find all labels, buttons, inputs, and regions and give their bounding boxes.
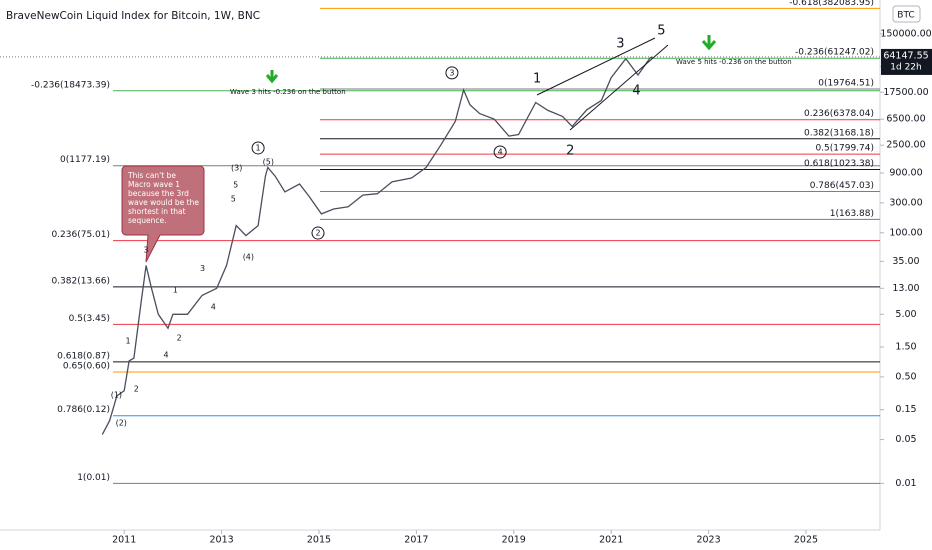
note: Wave 3 hits -0.236 on the button: [230, 88, 346, 96]
wave-label: 2: [134, 385, 139, 394]
chart-title: BraveNewCoin Liquid Index for Bitcoin, 1…: [6, 10, 260, 22]
top-layer: 123412345(1)(2)(3)(4)(5)123451234564147.…: [111, 23, 932, 427]
fib-label: 0.382(3168.18): [804, 128, 874, 138]
x-tick-label: 2015: [307, 535, 331, 546]
price-tag-label: 64147.55: [883, 50, 928, 61]
wave-label: 1: [173, 286, 178, 295]
wave-label: (5): [263, 157, 274, 166]
fib-label: -0.236(61247.02): [795, 48, 874, 58]
x-tick-label: 2011: [112, 535, 136, 546]
fib-label: 1(163.88): [830, 209, 874, 219]
wave-label: 3: [144, 246, 149, 255]
wave-label: (2): [116, 418, 127, 427]
y-tick-label: 17500.00: [883, 87, 928, 98]
x-tick-label: 2021: [599, 535, 623, 546]
wave-label: 2: [177, 333, 182, 342]
fib-label: 0.5(1799.74): [815, 144, 874, 154]
x-tick-label: 2013: [209, 535, 233, 546]
y-tick-label: 2500.00: [886, 140, 925, 151]
wave-label: 4: [164, 350, 169, 359]
wave-label: (4): [243, 253, 254, 262]
fib-label: -0.236(18473.39): [31, 80, 110, 90]
y-tick-label: 900.00: [889, 168, 922, 179]
wave-label: 5: [231, 194, 236, 203]
x-tick-label: 2019: [502, 535, 526, 546]
wave-label: 5: [657, 23, 665, 38]
wave-circle: [445, 66, 459, 80]
wave-circle: [311, 226, 325, 240]
wedge-line: [569, 44, 669, 131]
fib-label: 0.786(457.03): [810, 181, 874, 191]
x-tick-label: 2023: [696, 535, 720, 546]
y-tick-label: 150000.00: [880, 28, 931, 39]
y-tick-label: 35.00: [892, 256, 919, 267]
fib-label: 0(19764.51): [818, 78, 874, 88]
arrow-icon: [265, 70, 279, 84]
wave-label: (1): [111, 391, 122, 400]
fib-label: 0.236(6378.04): [804, 109, 874, 119]
wave-label: 5: [233, 180, 238, 189]
fib-label: 1(0.01): [77, 473, 110, 483]
note: Wave 5 hits -0.236 on the button: [676, 58, 792, 66]
fib-label: 0.382(13.66): [51, 276, 110, 286]
fib-layer: -0.236(18473.39) 0(1177.19) 0.236(75.01) 0.…: [0, 0, 880, 484]
x-tick-label: 2025: [794, 535, 818, 546]
callout-text: This can't be Macro wave 1 because the 3…: [128, 171, 199, 225]
wave-label: (3): [231, 163, 242, 172]
y-tick-label: 100.00: [889, 227, 922, 238]
wave-label: 3: [616, 36, 624, 51]
fib-label: 0.236(75.01): [51, 230, 110, 240]
price-tag: [881, 48, 932, 75]
y-tick-label: 0.50: [895, 371, 916, 382]
y-tick-label: 1.50: [895, 342, 916, 353]
wave-label: 4: [498, 147, 503, 156]
y-tick-label: 0.15: [895, 404, 916, 415]
wave-label: 3: [200, 264, 205, 273]
y-tick-label: 6500.00: [886, 114, 925, 125]
y-tick-label: 0.01: [895, 478, 916, 489]
x-tick-label: 2017: [404, 535, 428, 546]
y-tick-label: 300.00: [889, 197, 922, 208]
wave-circle: [251, 141, 265, 155]
wedge-line: [536, 37, 656, 96]
callout-box: [121, 165, 205, 263]
y-tick-label: 0.05: [895, 434, 916, 445]
fib-label: -0.618(382083.95): [789, 0, 874, 8]
countdown-label: 1d 22h: [890, 62, 921, 72]
currency-box: [892, 5, 921, 23]
y-tick-label: 13.00: [892, 283, 919, 294]
wave-label: 4: [632, 83, 640, 98]
wave-label: 2: [566, 143, 574, 158]
wave-circle: [493, 145, 507, 159]
wave-label: 1: [126, 337, 131, 346]
currency-label: BTC: [897, 11, 914, 21]
wave-label: 4: [211, 303, 216, 312]
wave-label: 2: [315, 229, 320, 238]
fib-label: 0.65(0.60): [63, 361, 110, 371]
wave-label: 1: [533, 71, 541, 86]
fib-label: 0.618(1023.38): [804, 159, 874, 169]
wave-label: 1: [256, 143, 261, 152]
price-line: [101, 56, 653, 435]
callout-wrap: This can't be Macro wave 1 because the 3…: [128, 171, 199, 225]
fib-label: 0(1177.19): [60, 155, 110, 165]
fib-label: 0.618(0.87): [57, 351, 110, 361]
y-tick-label: 5.00: [895, 309, 916, 320]
wave-label: 3: [449, 68, 454, 77]
fib-label: 0.786(0.12): [57, 405, 110, 415]
fib-label: 0.5(3.45): [69, 314, 110, 324]
arrow-icon: [701, 35, 717, 51]
